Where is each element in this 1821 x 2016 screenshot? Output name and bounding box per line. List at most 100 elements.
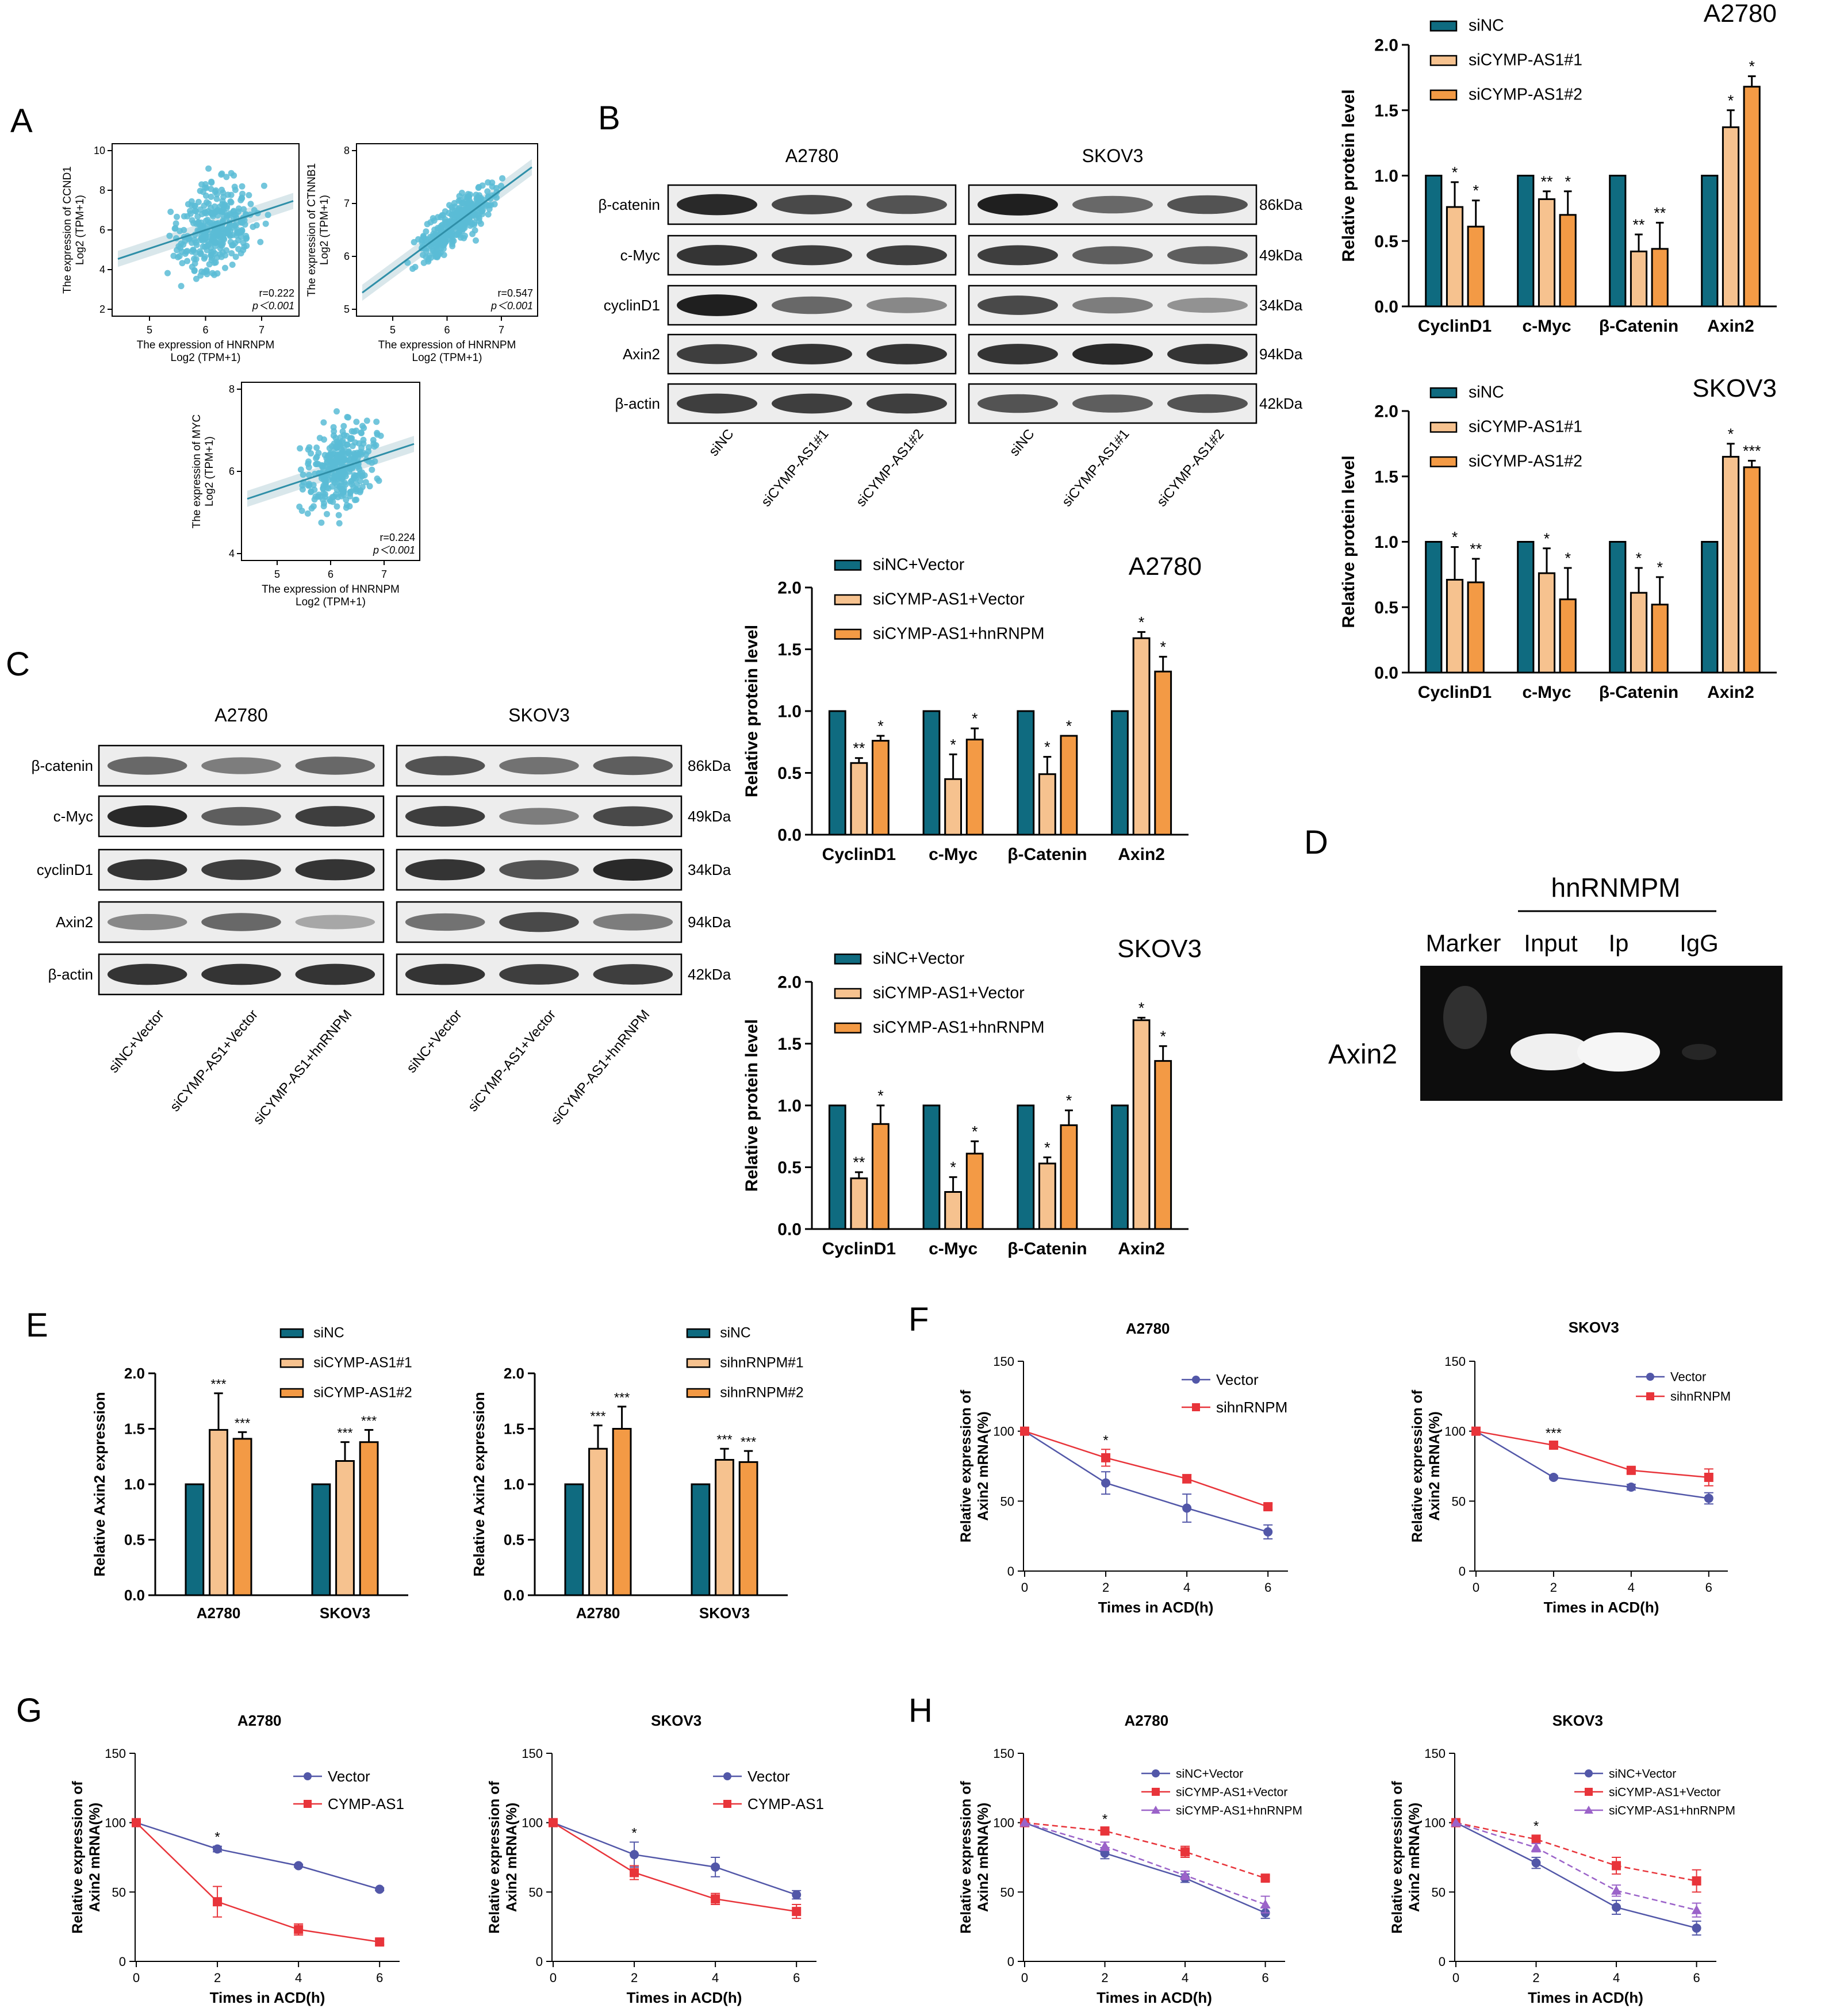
- bar: [850, 1177, 868, 1230]
- legend-label: Vector: [328, 1768, 370, 1785]
- scatter-point: [220, 203, 227, 210]
- scatter-point: [313, 455, 320, 462]
- blot-protein-label: β-actin: [615, 395, 660, 412]
- scatter-point: [194, 213, 201, 220]
- scatter-point: [193, 275, 200, 282]
- y-tick-label: 0.0: [504, 1587, 524, 1604]
- chart-title: SKOV3: [1569, 1319, 1619, 1336]
- scatter-point: [193, 208, 200, 215]
- bar: [1651, 248, 1669, 308]
- blot-band: [977, 245, 1058, 266]
- scatter-point: [216, 229, 223, 236]
- scatter-point: [419, 240, 425, 247]
- scatter-point: [222, 264, 228, 271]
- scatter-point: [456, 205, 463, 212]
- bar: [1038, 773, 1056, 836]
- blot-band: [201, 757, 281, 774]
- scatter-point: [327, 452, 334, 459]
- blot-band: [1072, 195, 1153, 214]
- x-axis-sublabel: Log2 (TPM+1): [171, 352, 241, 364]
- legend-marker: [1584, 1806, 1593, 1814]
- significance-mark: ***: [235, 1415, 250, 1430]
- y-axis-sublabel: Log2 (TPM+1): [319, 195, 331, 265]
- scatter-point: [208, 178, 215, 185]
- scatter-point: [184, 258, 191, 264]
- legend-marker: [1585, 1788, 1593, 1796]
- blot-cell-line-label: A2780: [785, 145, 839, 166]
- scatter-point: [240, 239, 247, 246]
- y-tick-label: 2.0: [1374, 36, 1398, 55]
- x-tick-label: 0: [133, 1971, 140, 1985]
- legend-swatch: [279, 1358, 304, 1368]
- blot-band: [593, 859, 673, 881]
- legend-label: siCYMP-AS1+hnRNPM: [1176, 1804, 1302, 1817]
- scatter-point: [198, 181, 205, 188]
- panel-letter-f: F: [908, 1301, 929, 1338]
- legend-label: sihnRNPM#2: [720, 1385, 803, 1400]
- y-tick-label: 150: [1424, 1746, 1446, 1761]
- data-point: [1531, 1858, 1541, 1868]
- y-tick-label: 6: [99, 224, 105, 236]
- significance-mark: *: [1044, 739, 1051, 756]
- scatter-point: [237, 229, 244, 236]
- bar: [1517, 541, 1535, 674]
- data-point: [1260, 1873, 1270, 1883]
- blot-band: [977, 295, 1058, 315]
- y-tick-label: 100: [522, 1816, 543, 1830]
- scatter-point: [324, 510, 330, 517]
- y-axis-label: Relative expression of: [1389, 1781, 1405, 1934]
- significance-mark: *: [631, 1825, 637, 1841]
- line-chart-h-skov3: 0 50 100 150 0 2 4 6 Times in ACD(h) SKOV3 Relativ…: [1389, 1712, 1735, 2006]
- scatter-point: [432, 250, 438, 257]
- significance-mark: **: [853, 1154, 865, 1171]
- trend-line: [247, 443, 415, 500]
- significance-mark: *: [877, 1087, 884, 1104]
- bar: [1132, 1019, 1151, 1230]
- scatter-point: [485, 211, 492, 218]
- x-axis-label: Times in ACD(h): [1098, 1599, 1214, 1616]
- scatter-point: [343, 504, 350, 511]
- bar: [1038, 1162, 1056, 1230]
- scatter-point: [247, 201, 254, 208]
- y-tick-label: 0: [1459, 1564, 1466, 1579]
- blot-lane-label: siNC+Vector: [404, 1007, 465, 1076]
- legend-swatch: [834, 1022, 862, 1034]
- scatter-point: [489, 179, 496, 186]
- scatter-point: [347, 493, 354, 500]
- legend-label: siCYMP-AS1+hnRNPM: [1609, 1804, 1735, 1817]
- chart-title: SKOV3: [1692, 374, 1777, 402]
- scatter-point: [235, 245, 242, 252]
- scatter-point: [465, 219, 471, 226]
- scatter-point: [442, 239, 449, 245]
- blot-band: [867, 195, 947, 214]
- scatter-point: [306, 444, 313, 451]
- blot-size-label: 34kDa: [1259, 297, 1303, 314]
- x-tick-label: 6: [328, 569, 333, 580]
- legend-swatch: [834, 988, 862, 999]
- significance-mark: *: [1138, 999, 1145, 1016]
- scatter-point: [329, 474, 336, 481]
- bar: [1701, 175, 1719, 308]
- x-tick-label: 2: [214, 1971, 221, 1985]
- y-tick-label: 150: [993, 1746, 1014, 1761]
- line-chart-f-a2780: 0 50 100 150 0 2 4 6 Times in ACD(h) A2780 Relativ…: [958, 1320, 1288, 1616]
- significance-mark: *: [1452, 529, 1458, 546]
- legend-marker: [1192, 1376, 1200, 1384]
- x-category-label: c-Myc: [1522, 317, 1571, 336]
- y-axis-label: The expression of CCND1: [62, 166, 74, 294]
- x-axis-label: The expression of HNRNPM: [378, 339, 516, 351]
- legend-marker: [1152, 1769, 1160, 1777]
- chart-title: A2780: [1129, 552, 1202, 581]
- scatter-point: [250, 224, 256, 231]
- scatter-point: [420, 233, 427, 240]
- bar: [1111, 710, 1129, 836]
- bar: [1630, 592, 1648, 674]
- significance-mark: *: [1160, 1028, 1166, 1045]
- blot-band: [107, 913, 187, 931]
- western-blot-c: A2780 SKOV3 β-catenin 86kDa c-Myc 49kDa cyclin…: [32, 705, 731, 1127]
- x-category-label: Axin2: [1707, 683, 1754, 702]
- blot-size-label: 94kDa: [1259, 345, 1303, 363]
- significance-mark: *: [950, 1159, 956, 1176]
- x-category-label: c-Myc: [1522, 683, 1571, 702]
- data-point: [1263, 1502, 1273, 1512]
